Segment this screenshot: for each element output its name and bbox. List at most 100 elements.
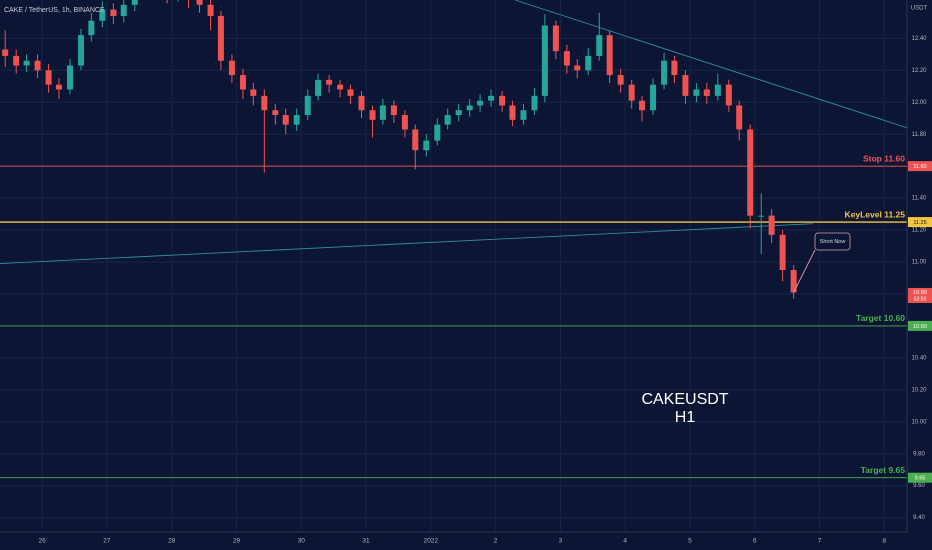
x-tick-label: 31 bbox=[362, 538, 370, 545]
candle-body bbox=[13, 55, 20, 66]
current-price-tag bbox=[908, 287, 932, 303]
x-tick-label: 2022 bbox=[424, 538, 439, 545]
price-tag bbox=[908, 161, 932, 172]
candle-body bbox=[488, 95, 495, 101]
level-label: Stop 11.60 bbox=[863, 153, 905, 163]
y-tick-label: 12.40 bbox=[911, 36, 927, 42]
y-tick-label: 9.40 bbox=[913, 515, 925, 521]
candle-body bbox=[358, 95, 365, 111]
candle-body bbox=[304, 95, 311, 116]
candle-body bbox=[379, 105, 386, 120]
candle-body bbox=[747, 129, 754, 216]
y-tick-label: 9.80 bbox=[913, 451, 925, 457]
candle-body bbox=[466, 105, 473, 111]
candle-body bbox=[541, 25, 548, 96]
candle-body bbox=[790, 269, 797, 293]
y-tick-label: 11.80 bbox=[912, 132, 927, 138]
level-label: KeyLevel 11.25 bbox=[845, 209, 906, 219]
candle-body bbox=[390, 105, 397, 116]
candle-body bbox=[455, 110, 462, 116]
candle-body bbox=[369, 110, 376, 120]
candle-body bbox=[207, 4, 214, 16]
candle-body bbox=[499, 95, 506, 106]
candle-body bbox=[99, 9, 106, 21]
watermark: H1 bbox=[675, 409, 696, 426]
grid bbox=[0, 0, 907, 532]
callout-pointer bbox=[793, 249, 816, 293]
candle-body bbox=[768, 215, 775, 235]
current-price-label: 10.80 bbox=[913, 290, 927, 296]
y-tick-label: 11.40 bbox=[912, 196, 927, 202]
candle-body bbox=[574, 65, 581, 71]
y-tick-label: 12.20 bbox=[911, 68, 927, 74]
candle-body bbox=[131, 0, 138, 5]
candle-body bbox=[347, 89, 354, 96]
candle-body bbox=[77, 35, 84, 66]
y-tick-label: 11.20 bbox=[912, 228, 927, 234]
candle-body bbox=[239, 75, 246, 90]
candle-body bbox=[423, 140, 430, 151]
candle-body bbox=[228, 60, 235, 76]
candle-body bbox=[34, 60, 41, 71]
candle-body bbox=[55, 84, 62, 90]
candle-body bbox=[120, 4, 127, 16]
candle-body bbox=[650, 84, 657, 111]
x-tick-label: 30 bbox=[298, 538, 306, 545]
candle-body bbox=[434, 124, 441, 141]
candle-body bbox=[444, 115, 451, 125]
candle-body bbox=[606, 35, 613, 76]
candle-body bbox=[315, 79, 322, 96]
candle-body bbox=[596, 35, 603, 56]
chart-title: CAKE / TetherUS, 1h, BINANCE bbox=[4, 7, 105, 14]
candle-body bbox=[509, 105, 516, 120]
candle-body bbox=[326, 79, 333, 85]
candle-body bbox=[2, 49, 9, 56]
trend-line bbox=[514, 0, 907, 129]
price-tag-label: 11.60 bbox=[913, 164, 926, 170]
candle-body bbox=[661, 60, 668, 85]
axis-unit: USDT bbox=[911, 6, 928, 12]
x-tick-label: 8 bbox=[883, 538, 887, 545]
y-tick-label: 10.20 bbox=[911, 387, 927, 393]
x-tick-label: 26 bbox=[38, 538, 46, 545]
price-tag bbox=[908, 320, 932, 331]
price-tag bbox=[908, 217, 932, 228]
level-label: Target 9.65 bbox=[861, 465, 906, 475]
y-tick-label: 10.00 bbox=[911, 419, 927, 425]
candle-body bbox=[628, 84, 635, 101]
level-label: Target 10.60 bbox=[856, 313, 905, 323]
candle-body bbox=[563, 51, 570, 66]
trend-line bbox=[0, 223, 814, 265]
candle-body bbox=[217, 15, 224, 61]
y-tick-label: 12.00 bbox=[911, 100, 927, 106]
x-tick-label: 7 bbox=[818, 538, 822, 545]
x-tick-label: 2 bbox=[494, 538, 498, 545]
y-tick-label: 11.00 bbox=[912, 260, 927, 266]
candle-body bbox=[725, 84, 732, 106]
x-tick-label: 29 bbox=[233, 538, 241, 545]
candle-body bbox=[639, 100, 646, 111]
candle-body bbox=[196, 0, 203, 5]
price-tag bbox=[908, 472, 932, 483]
x-tick-label: 4 bbox=[623, 538, 627, 545]
price-tag-label: 11.25 bbox=[913, 220, 926, 226]
candle-body bbox=[585, 55, 592, 71]
candle-body bbox=[88, 20, 95, 36]
candle-body bbox=[531, 95, 538, 111]
candle-body bbox=[45, 70, 52, 85]
x-tick-label: 5 bbox=[688, 538, 692, 545]
x-tick-label: 3 bbox=[559, 538, 563, 545]
price-tag-label: 10.60 bbox=[913, 324, 927, 330]
candle-body bbox=[23, 60, 30, 66]
candle-body bbox=[736, 105, 743, 130]
callout-box bbox=[814, 232, 851, 251]
candle-body bbox=[412, 129, 419, 151]
candle-body bbox=[261, 95, 268, 111]
x-tick-label: 28 bbox=[168, 538, 176, 545]
candle-body bbox=[477, 100, 484, 106]
candle-body bbox=[401, 115, 408, 130]
countdown-label: 53:50 bbox=[914, 296, 927, 302]
candle-body bbox=[617, 75, 624, 85]
